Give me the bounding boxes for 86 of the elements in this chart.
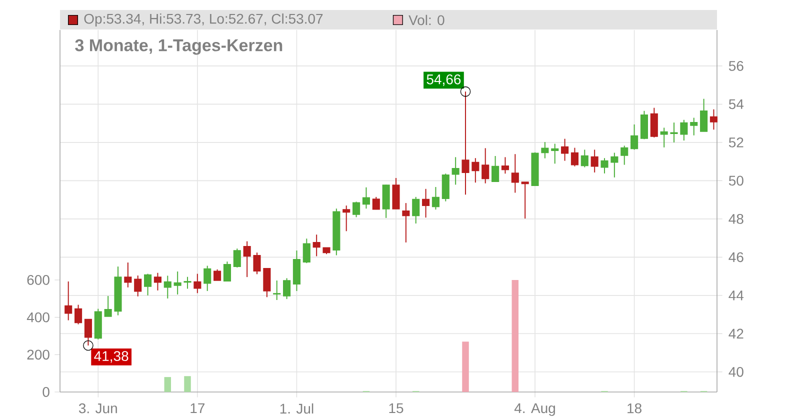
candlestick	[402, 202, 410, 243]
text: 3 Monate, 1-Tages-Kerzen	[75, 39, 282, 55]
candlestick	[124, 262, 132, 288]
annotation: 41,38	[94, 351, 128, 363]
candlestick	[432, 186, 440, 210]
candlestick	[243, 240, 251, 278]
candlestick	[660, 127, 668, 148]
candlestick	[580, 149, 588, 168]
y-tick-label: 46	[728, 252, 744, 262]
candlestick	[392, 178, 400, 210]
x-tick-label: 1. Jul	[280, 403, 314, 414]
candlestick	[670, 122, 678, 143]
candlestick	[382, 184, 390, 218]
candlestick	[144, 273, 152, 296]
candlestick	[302, 238, 310, 264]
candlestick	[204, 265, 212, 292]
x-tick-label: 18	[628, 403, 642, 414]
candlestick	[482, 148, 490, 184]
candlestick	[442, 173, 450, 202]
x-tick-label: 15	[389, 403, 404, 414]
candlestick	[570, 147, 578, 167]
candlestick	[590, 149, 598, 173]
candlestick	[650, 107, 658, 138]
candlestick	[511, 154, 519, 194]
candlestick	[630, 124, 638, 150]
candlestick	[64, 280, 72, 321]
bar	[184, 376, 191, 392]
candlestick	[551, 143, 559, 164]
candlestick	[154, 272, 162, 291]
candlestick	[412, 196, 420, 224]
annotation: 54,66	[426, 74, 461, 86]
candlestick	[700, 98, 708, 132]
y-tick-label: 52	[728, 137, 744, 148]
candlestick	[521, 182, 529, 220]
candlestick	[342, 205, 350, 232]
bar	[164, 377, 172, 392]
candlestick	[422, 188, 430, 218]
candlestick	[253, 252, 261, 275]
candlestick	[541, 142, 549, 159]
candlestick	[164, 275, 172, 299]
x-tick-label: 4. Aug	[514, 403, 555, 416]
x-tick-label: 17	[190, 403, 204, 413]
candlestick	[194, 273, 202, 294]
y2-tick-label: 200	[27, 350, 50, 360]
text: Vol: 0	[408, 14, 444, 26]
y-tick-label: 48	[728, 214, 744, 224]
candlestick	[600, 158, 608, 174]
text: Op:53.34, Hi:53.73, Lo:52.67, Cl:53.07	[84, 13, 323, 27]
candlestick	[312, 234, 320, 257]
candlestick	[372, 196, 380, 210]
candlestick	[283, 278, 291, 300]
candlestick	[184, 276, 192, 290]
y-tick-label: 44	[728, 290, 744, 300]
y-tick-label: 54	[728, 99, 744, 110]
candlestick	[710, 108, 718, 130]
candlestick	[174, 271, 182, 295]
candlestick	[273, 280, 281, 301]
x-tick-label: 3. Jun	[78, 403, 117, 414]
candlestick	[74, 304, 82, 325]
candlestick	[561, 138, 569, 162]
bar	[512, 280, 519, 392]
y-tick-label: 42	[728, 328, 744, 339]
candlestick	[352, 201, 360, 218]
candlestick	[472, 158, 480, 184]
candlestick	[223, 261, 231, 282]
candlestick	[452, 156, 460, 186]
candlestick	[680, 119, 688, 142]
candlestick	[620, 145, 628, 166]
candlestick	[690, 117, 698, 136]
candlestick	[104, 295, 112, 317]
y-tick-label: 40	[728, 366, 744, 377]
candlestick	[263, 268, 271, 298]
y-tick-label: 50	[728, 176, 744, 186]
y2-tick-label: 0	[42, 387, 50, 397]
candlestick	[492, 156, 500, 182]
candlestick	[610, 152, 618, 178]
y-tick-label: 56	[728, 60, 744, 71]
bar	[462, 342, 469, 392]
candlestick	[233, 248, 241, 268]
candlestick	[214, 268, 222, 281]
candlestick	[362, 186, 370, 210]
y2-tick-label: 400	[26, 312, 50, 322]
y2-tick-label: 600	[27, 275, 50, 285]
candlestick	[640, 110, 648, 140]
candlestick	[501, 156, 509, 174]
candlestick	[134, 275, 142, 297]
